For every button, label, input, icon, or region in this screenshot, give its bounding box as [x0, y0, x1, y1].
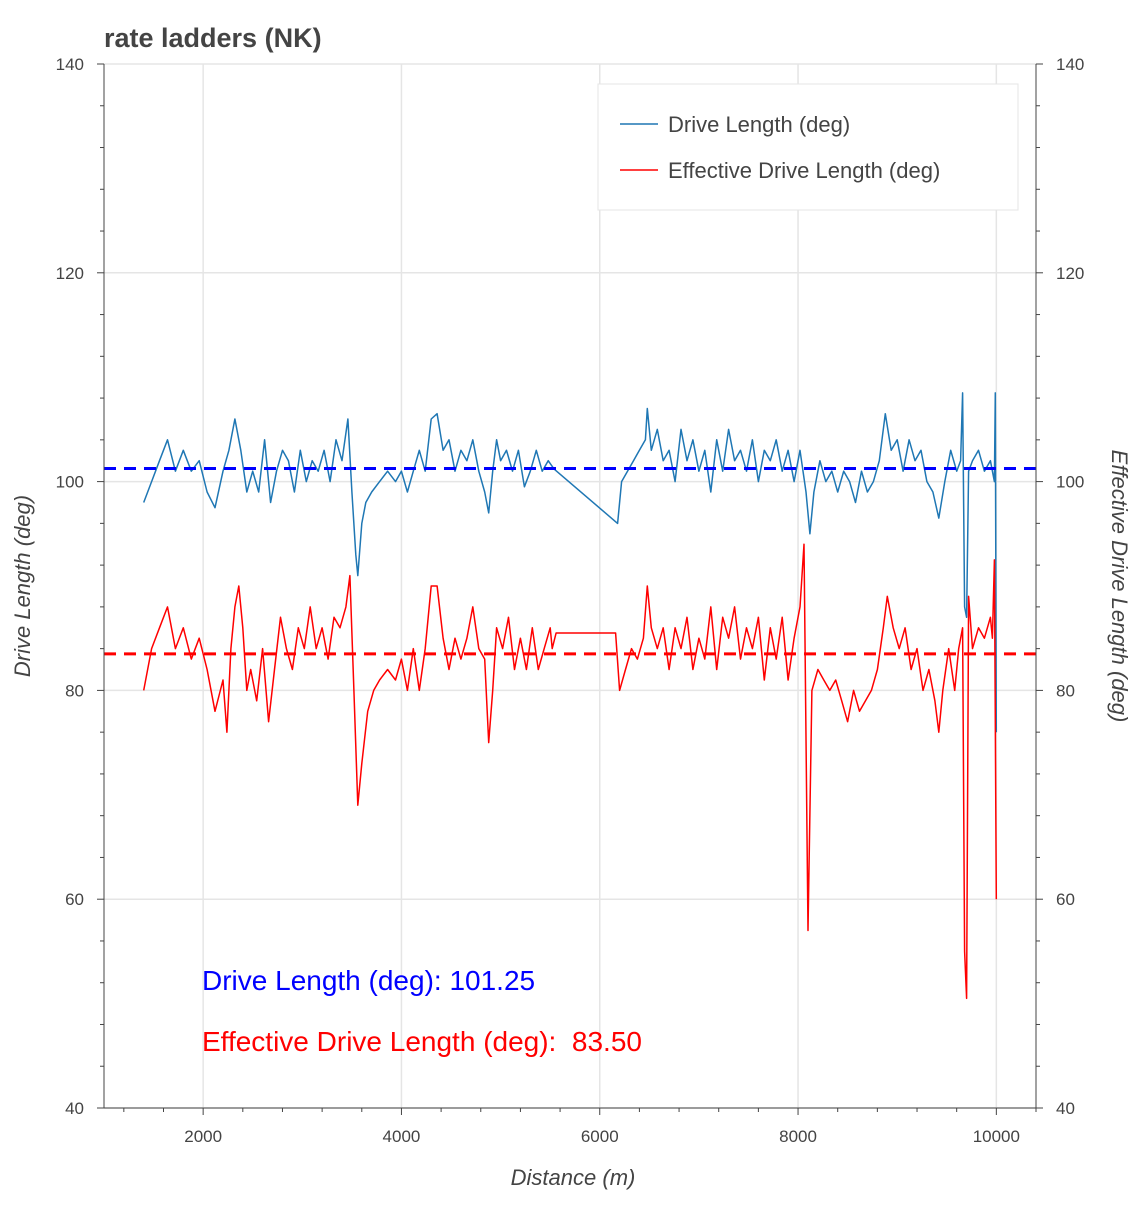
legend[interactable]: Drive Length (deg) Effective Drive Lengt…: [597, 83, 1019, 211]
y-tick-label: 120: [56, 264, 84, 283]
annotation-effective-drive-length-mean: Effective Drive Length (deg): 83.50: [202, 1026, 642, 1057]
x-tick-label: 10000: [973, 1127, 1020, 1146]
y2-tick-label: 80: [1056, 681, 1075, 700]
plot-frame: [103, 63, 1037, 1109]
chart-title: rate ladders (NK): [104, 23, 322, 53]
grid: [104, 63, 1036, 1109]
y2-tick-label: 140: [1056, 55, 1084, 74]
y-tick-label: 80: [65, 681, 84, 700]
y2-tick-label: 40: [1056, 1099, 1075, 1118]
y2-tick-label: 60: [1056, 890, 1075, 909]
axes: 2000 4000 6000 8000 10000 40 40 60 60 80 80 100 100 1…: [56, 55, 1085, 1146]
legend-label-effective-drive-length[interactable]: Effective Drive Length (deg): [668, 158, 940, 183]
mean-lines: [104, 467, 1036, 656]
y2-tick-label: 120: [1056, 264, 1084, 283]
annotation-drive-length-mean: Drive Length (deg): 101.25: [202, 965, 535, 996]
y-tick-label: 140: [56, 55, 84, 74]
x-tick-label: 4000: [383, 1127, 421, 1146]
x-tick-label: 2000: [184, 1127, 222, 1146]
y2-axis-title: Effective Drive Length (deg): [1107, 450, 1132, 723]
legend-label-drive-length[interactable]: Drive Length (deg): [668, 112, 850, 137]
series-line-drive-length: [142, 392, 998, 733]
series-line-effective-drive-length: [142, 543, 998, 1000]
y-tick-label: 60: [65, 890, 84, 909]
y-tick-label: 100: [56, 473, 84, 492]
y-axis-title: Drive Length (deg): [10, 495, 35, 677]
legend-box: [597, 83, 1019, 211]
x-axis-title: Distance (m): [511, 1165, 636, 1190]
series-layer: [142, 392, 998, 1000]
x-tick-label: 6000: [581, 1127, 619, 1146]
y2-tick-label: 100: [1056, 473, 1084, 492]
x-tick-label: 8000: [779, 1127, 817, 1146]
y-tick-label: 40: [65, 1099, 84, 1118]
